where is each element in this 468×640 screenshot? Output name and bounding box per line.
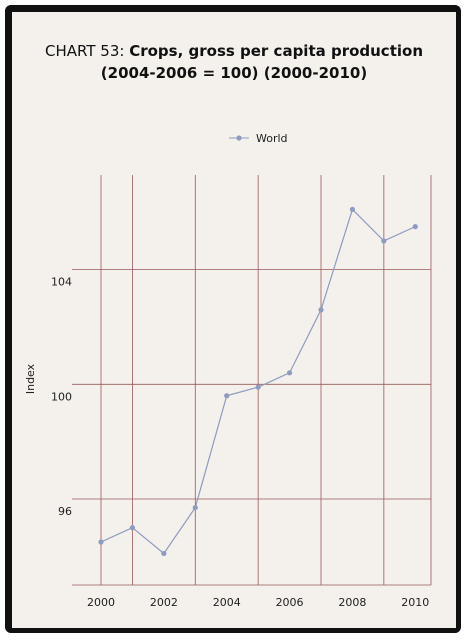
grid: [72, 175, 432, 586]
data-point-world: [381, 238, 387, 244]
data-point-world: [255, 384, 261, 390]
y-tick-label: 104: [51, 276, 72, 289]
legend-label-world: World: [256, 132, 288, 145]
data-point-world: [224, 393, 230, 399]
y-axis-label: Index: [24, 363, 37, 394]
data-point-world: [412, 224, 418, 230]
chart-title: CHART 53: Crops, gross per capita produc…: [12, 40, 456, 84]
x-tick-label: 2004: [213, 596, 241, 609]
chart-title-prefix: CHART 53:: [45, 42, 125, 60]
x-tick-label: 2008: [338, 596, 366, 609]
chart-title-line2: (2004-2006 = 100) (2000-2010): [100, 64, 368, 82]
legend-marker-world: [236, 135, 242, 141]
data-point-world: [98, 539, 104, 545]
data-point-world: [349, 206, 356, 213]
data-point-world: [129, 525, 136, 531]
x-tick-label: 2000: [87, 596, 115, 609]
chart-panel: CHART 53: Crops, gross per capita produc…: [12, 12, 456, 628]
chart-title-line1: Crops, gross per capita production: [129, 42, 423, 60]
y-tick-labels: 96 100 104: [51, 276, 72, 518]
data-point-world: [192, 504, 198, 511]
x-tick-labels: 2000 2002 2004 2006 2008 2010: [87, 596, 429, 609]
data-point-world: [318, 307, 324, 313]
data-point-world: [286, 370, 293, 376]
data-point-world: [161, 550, 167, 557]
x-tick-label: 2006: [276, 596, 304, 609]
legend: World: [229, 132, 288, 145]
y-tick-label: 96: [58, 505, 72, 518]
series-points-world: [98, 206, 418, 557]
x-tick-label: 2010: [401, 596, 429, 609]
x-tick-label: 2002: [150, 596, 178, 609]
y-tick-label: 100: [51, 390, 72, 403]
